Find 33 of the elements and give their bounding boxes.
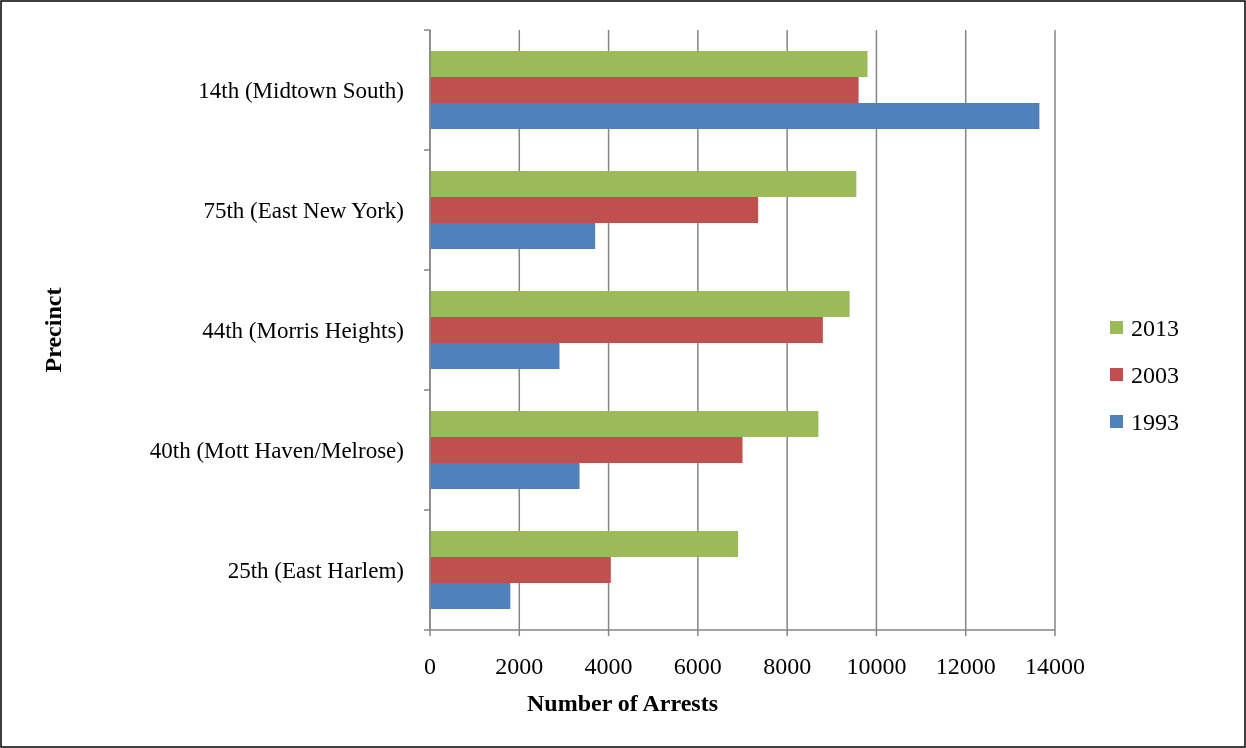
legend-label: 2003 — [1131, 362, 1179, 388]
bar — [430, 291, 850, 317]
legend-label: 2013 — [1131, 315, 1179, 341]
bar — [430, 583, 511, 609]
bar — [430, 343, 560, 369]
x-tick-label: 0 — [424, 653, 436, 679]
bar — [430, 223, 596, 249]
bar — [430, 411, 819, 437]
bar — [430, 557, 611, 583]
bar — [430, 103, 1040, 129]
x-tick-label: 12000 — [935, 653, 996, 679]
y-tick-label: 40th (Mott Haven/Melrose) — [149, 438, 404, 463]
x-tick-label: 2000 — [495, 653, 544, 679]
bar — [430, 531, 739, 557]
bar — [430, 197, 759, 223]
bar — [430, 77, 859, 103]
y-tick-label: 25th (East Harlem) — [227, 558, 404, 583]
y-tick-label: 14th (Midtown South) — [198, 78, 404, 103]
y-tick-label: 75th (East New York) — [203, 198, 404, 223]
legend-label: 1993 — [1131, 409, 1179, 435]
bar — [430, 463, 580, 489]
bar — [430, 51, 868, 77]
x-tick-label: 4000 — [584, 653, 633, 679]
y-axis-title: Precinct — [40, 287, 66, 373]
x-tick-label: 6000 — [673, 653, 722, 679]
x-axis-title: Number of Arrests — [526, 690, 719, 716]
bar — [430, 171, 857, 197]
bar — [430, 437, 743, 463]
x-tick-label: 14000 — [1025, 653, 1085, 679]
y-tick-label: 44th (Morris Heights) — [202, 318, 404, 343]
bar — [430, 317, 823, 343]
x-tick-label: 8000 — [763, 653, 812, 679]
x-tick-label: 10000 — [846, 653, 907, 679]
